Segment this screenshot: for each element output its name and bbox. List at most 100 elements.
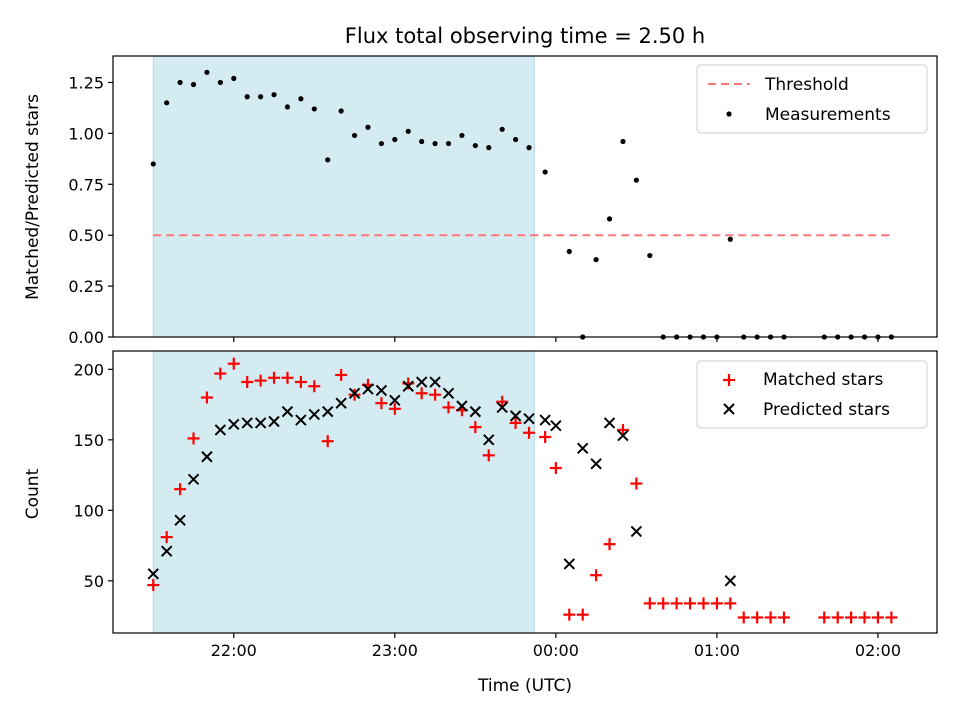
matched-stars-point: [308, 380, 321, 393]
matched-stars-point: [710, 597, 723, 610]
bottom-legend: Matched stars Predicted stars: [696, 360, 928, 429]
top-legend-frame: [696, 64, 928, 134]
x-tick-label: 02:00: [855, 641, 901, 660]
matched-stars-point: [751, 611, 764, 624]
matched-stars-point: [214, 367, 227, 380]
measurements-point: [419, 138, 425, 145]
x-axis-label: Time (UTC): [477, 676, 572, 696]
matched-stars-point: [429, 388, 442, 401]
x-tick-label: 00:00: [533, 641, 579, 660]
matched-stars-point: [174, 483, 187, 496]
legend-matched-label: Matched stars: [763, 370, 883, 390]
predicted-stars-point: [335, 397, 347, 409]
bottom-y-tick-label: 100: [73, 501, 104, 520]
matched-stars-point: [388, 402, 401, 415]
matched-stars-point: [160, 531, 173, 544]
matched-stars-point: [200, 391, 213, 404]
x-tick-label: 23:00: [372, 641, 418, 660]
matched-stars-point: [335, 368, 348, 381]
matched-stars-point: [147, 579, 160, 592]
matched-stars-point: [724, 597, 737, 610]
legend-measurements-label: Measurements: [765, 105, 891, 125]
measurements-point: [499, 126, 505, 132]
matched-stars-point: [469, 421, 482, 434]
matched-stars-point: [254, 374, 267, 387]
measurements-point: [177, 79, 183, 86]
predicted-stars-point: [617, 429, 629, 442]
bottom-shaded-observing-window: [152, 350, 535, 634]
matched-stars-point: [657, 597, 670, 610]
legend-predicted-marker: [723, 403, 735, 415]
measurements-point: [258, 94, 264, 100]
matched-stars-point: [630, 477, 643, 490]
measurements-point: [164, 100, 170, 106]
matched-stars-point: [281, 371, 294, 384]
matched-stars-point: [549, 462, 562, 475]
predicted-stars-point: [322, 405, 334, 418]
matched-stars-point: [227, 357, 240, 370]
matched-stars-point: [268, 371, 281, 384]
matched-stars-point: [778, 611, 791, 624]
x-tick-label: 01:00: [694, 641, 740, 660]
bottom-y-axis-label: Count: [23, 468, 43, 519]
predicted-stars-point: [402, 380, 414, 392]
top-y-axis-label: Matched/Predicted stars: [23, 94, 43, 300]
predicted-stars-point: [523, 412, 535, 425]
matched-stars-point: [563, 608, 576, 621]
measurements-point: [542, 169, 548, 175]
matched-stars-point: [294, 376, 307, 389]
predicted-stars-point: [295, 414, 307, 426]
measurements-point: [325, 157, 331, 163]
measurements-point: [566, 248, 572, 255]
top-shaded-observing-window: [152, 55, 535, 338]
measurements-point: [365, 124, 371, 130]
matched-stars-point: [764, 611, 777, 624]
matched-stars-point: [482, 449, 495, 462]
matched-stars-point: [616, 423, 629, 436]
matched-stars-point: [523, 426, 536, 439]
matched-stars-point: [415, 387, 428, 400]
measurements-point: [526, 145, 532, 151]
measurements-point: [432, 140, 438, 147]
legend-threshold-label: Threshold: [764, 75, 849, 95]
matched-stars-point: [375, 397, 388, 410]
matched-stars-point: [321, 435, 334, 448]
predicted-stars-point: [539, 414, 551, 426]
matched-stars-point: [697, 597, 710, 610]
measurements-point: [633, 177, 639, 183]
matched-stars-point: [831, 611, 844, 624]
predicted-stars-point: [603, 417, 616, 429]
top-y-tick-label: 1.00: [68, 124, 104, 143]
matched-stars-point: [187, 432, 200, 445]
measurements-point: [445, 140, 452, 147]
measurements-point: [298, 96, 304, 102]
predicted-stars-point: [348, 387, 361, 400]
top-plot-area: 0.00 0.25 0.50 0.75 1.00 1.25: [68, 55, 938, 347]
predicted-stars-point: [201, 451, 213, 463]
measurements-point: [150, 161, 156, 167]
predicted-stars-point: [563, 558, 575, 570]
predicted-stars-point: [241, 417, 253, 429]
predicted-stars-point: [389, 394, 401, 407]
matched-stars-point: [858, 611, 871, 624]
bottom-y-tick-label: 50: [84, 572, 104, 591]
top-y-tick-label: 0.25: [68, 277, 104, 296]
predicted-stars-point: [576, 442, 589, 454]
measurements-point: [284, 104, 291, 110]
matched-stars-point: [670, 597, 683, 610]
bottom-plot-area: 50 100 150 200 22:00 23:00 00:00 01:00 02:00: [73, 350, 938, 660]
predicted-stars-point: [214, 424, 227, 436]
measurements-point: [190, 81, 197, 88]
predicted-stars-point: [415, 376, 428, 388]
predicted-stars-point: [254, 417, 267, 429]
measurements-point: [271, 92, 277, 98]
measurements-point: [606, 216, 613, 222]
predicted-stars-point: [281, 405, 294, 418]
matched-stars-point: [684, 597, 697, 610]
predicted-stars-point: [375, 384, 388, 397]
matched-stars-point: [818, 611, 831, 624]
top-axes-frame: [112, 55, 938, 338]
predicted-stars-point: [496, 401, 508, 414]
measurements-point: [472, 142, 478, 149]
